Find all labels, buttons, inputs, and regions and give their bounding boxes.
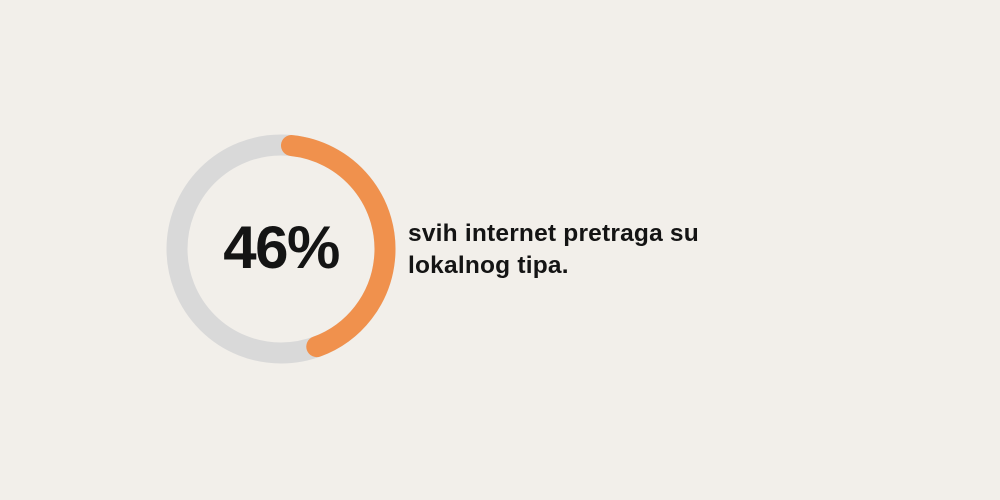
donut-center-value: 46% (223, 214, 340, 281)
donut-chart: 46% (164, 132, 398, 366)
donut-chart-svg (166, 134, 396, 364)
stat-caption: svih internet pretraga su lokalnog tipa. (408, 218, 699, 282)
stat-caption-line-1: svih internet pretraga su (408, 220, 699, 247)
donut-progress-arc (166, 134, 396, 364)
stat-caption-line-2: lokalnog tipa. (408, 252, 569, 279)
